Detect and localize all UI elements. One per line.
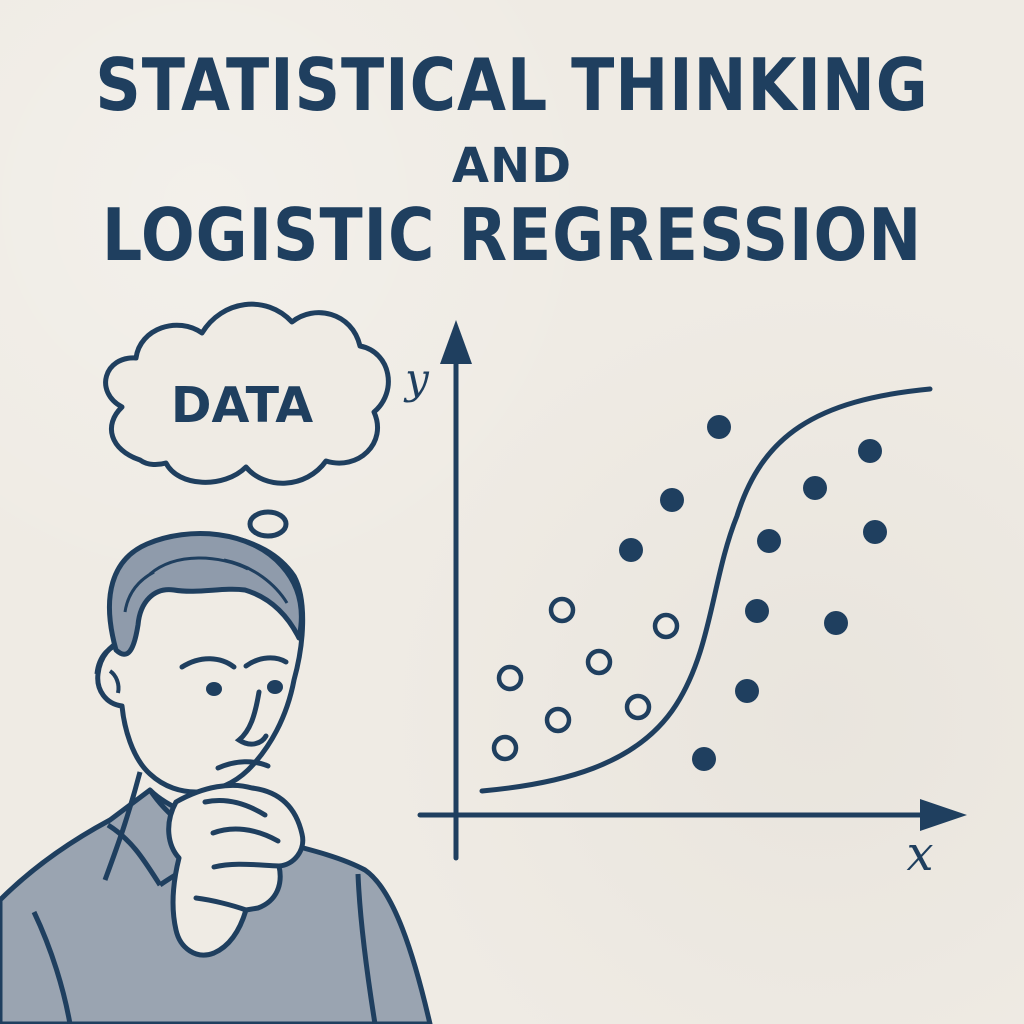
data-points <box>491 415 887 771</box>
filled-point-14 <box>745 599 769 623</box>
x-axis-label: x <box>906 826 933 882</box>
filled-point-8 <box>660 488 684 512</box>
filled-point-15 <box>824 611 848 635</box>
hollow-point-5 <box>624 693 652 721</box>
hollow-point-0 <box>491 734 519 762</box>
title-line-statistical-thinking: STATISTICAL THINKING <box>95 43 929 127</box>
filled-point-12 <box>858 439 882 463</box>
chart-axes <box>417 320 967 861</box>
thought-cloud-icon <box>103 301 391 539</box>
hollow-point-1 <box>496 664 524 692</box>
hollow-point-2 <box>544 706 572 734</box>
filled-point-17 <box>692 747 716 771</box>
filled-point-11 <box>803 476 827 500</box>
title-line-and: AND <box>451 138 573 194</box>
hollow-point-6 <box>652 612 680 640</box>
filled-point-13 <box>863 520 887 544</box>
title-line-logistic-regression: LOGISTIC REGRESSION <box>101 193 923 277</box>
thought-text: DATA <box>171 377 313 434</box>
filled-point-9 <box>707 415 731 439</box>
logistic-curve <box>479 386 933 794</box>
y-axis-label: y <box>403 354 430 403</box>
filled-point-16 <box>735 679 759 703</box>
hollow-point-4 <box>585 648 613 676</box>
filled-point-10 <box>757 529 781 553</box>
thinking-man-icon <box>0 531 433 1024</box>
filled-point-7 <box>619 538 643 562</box>
hollow-point-3 <box>548 596 576 624</box>
